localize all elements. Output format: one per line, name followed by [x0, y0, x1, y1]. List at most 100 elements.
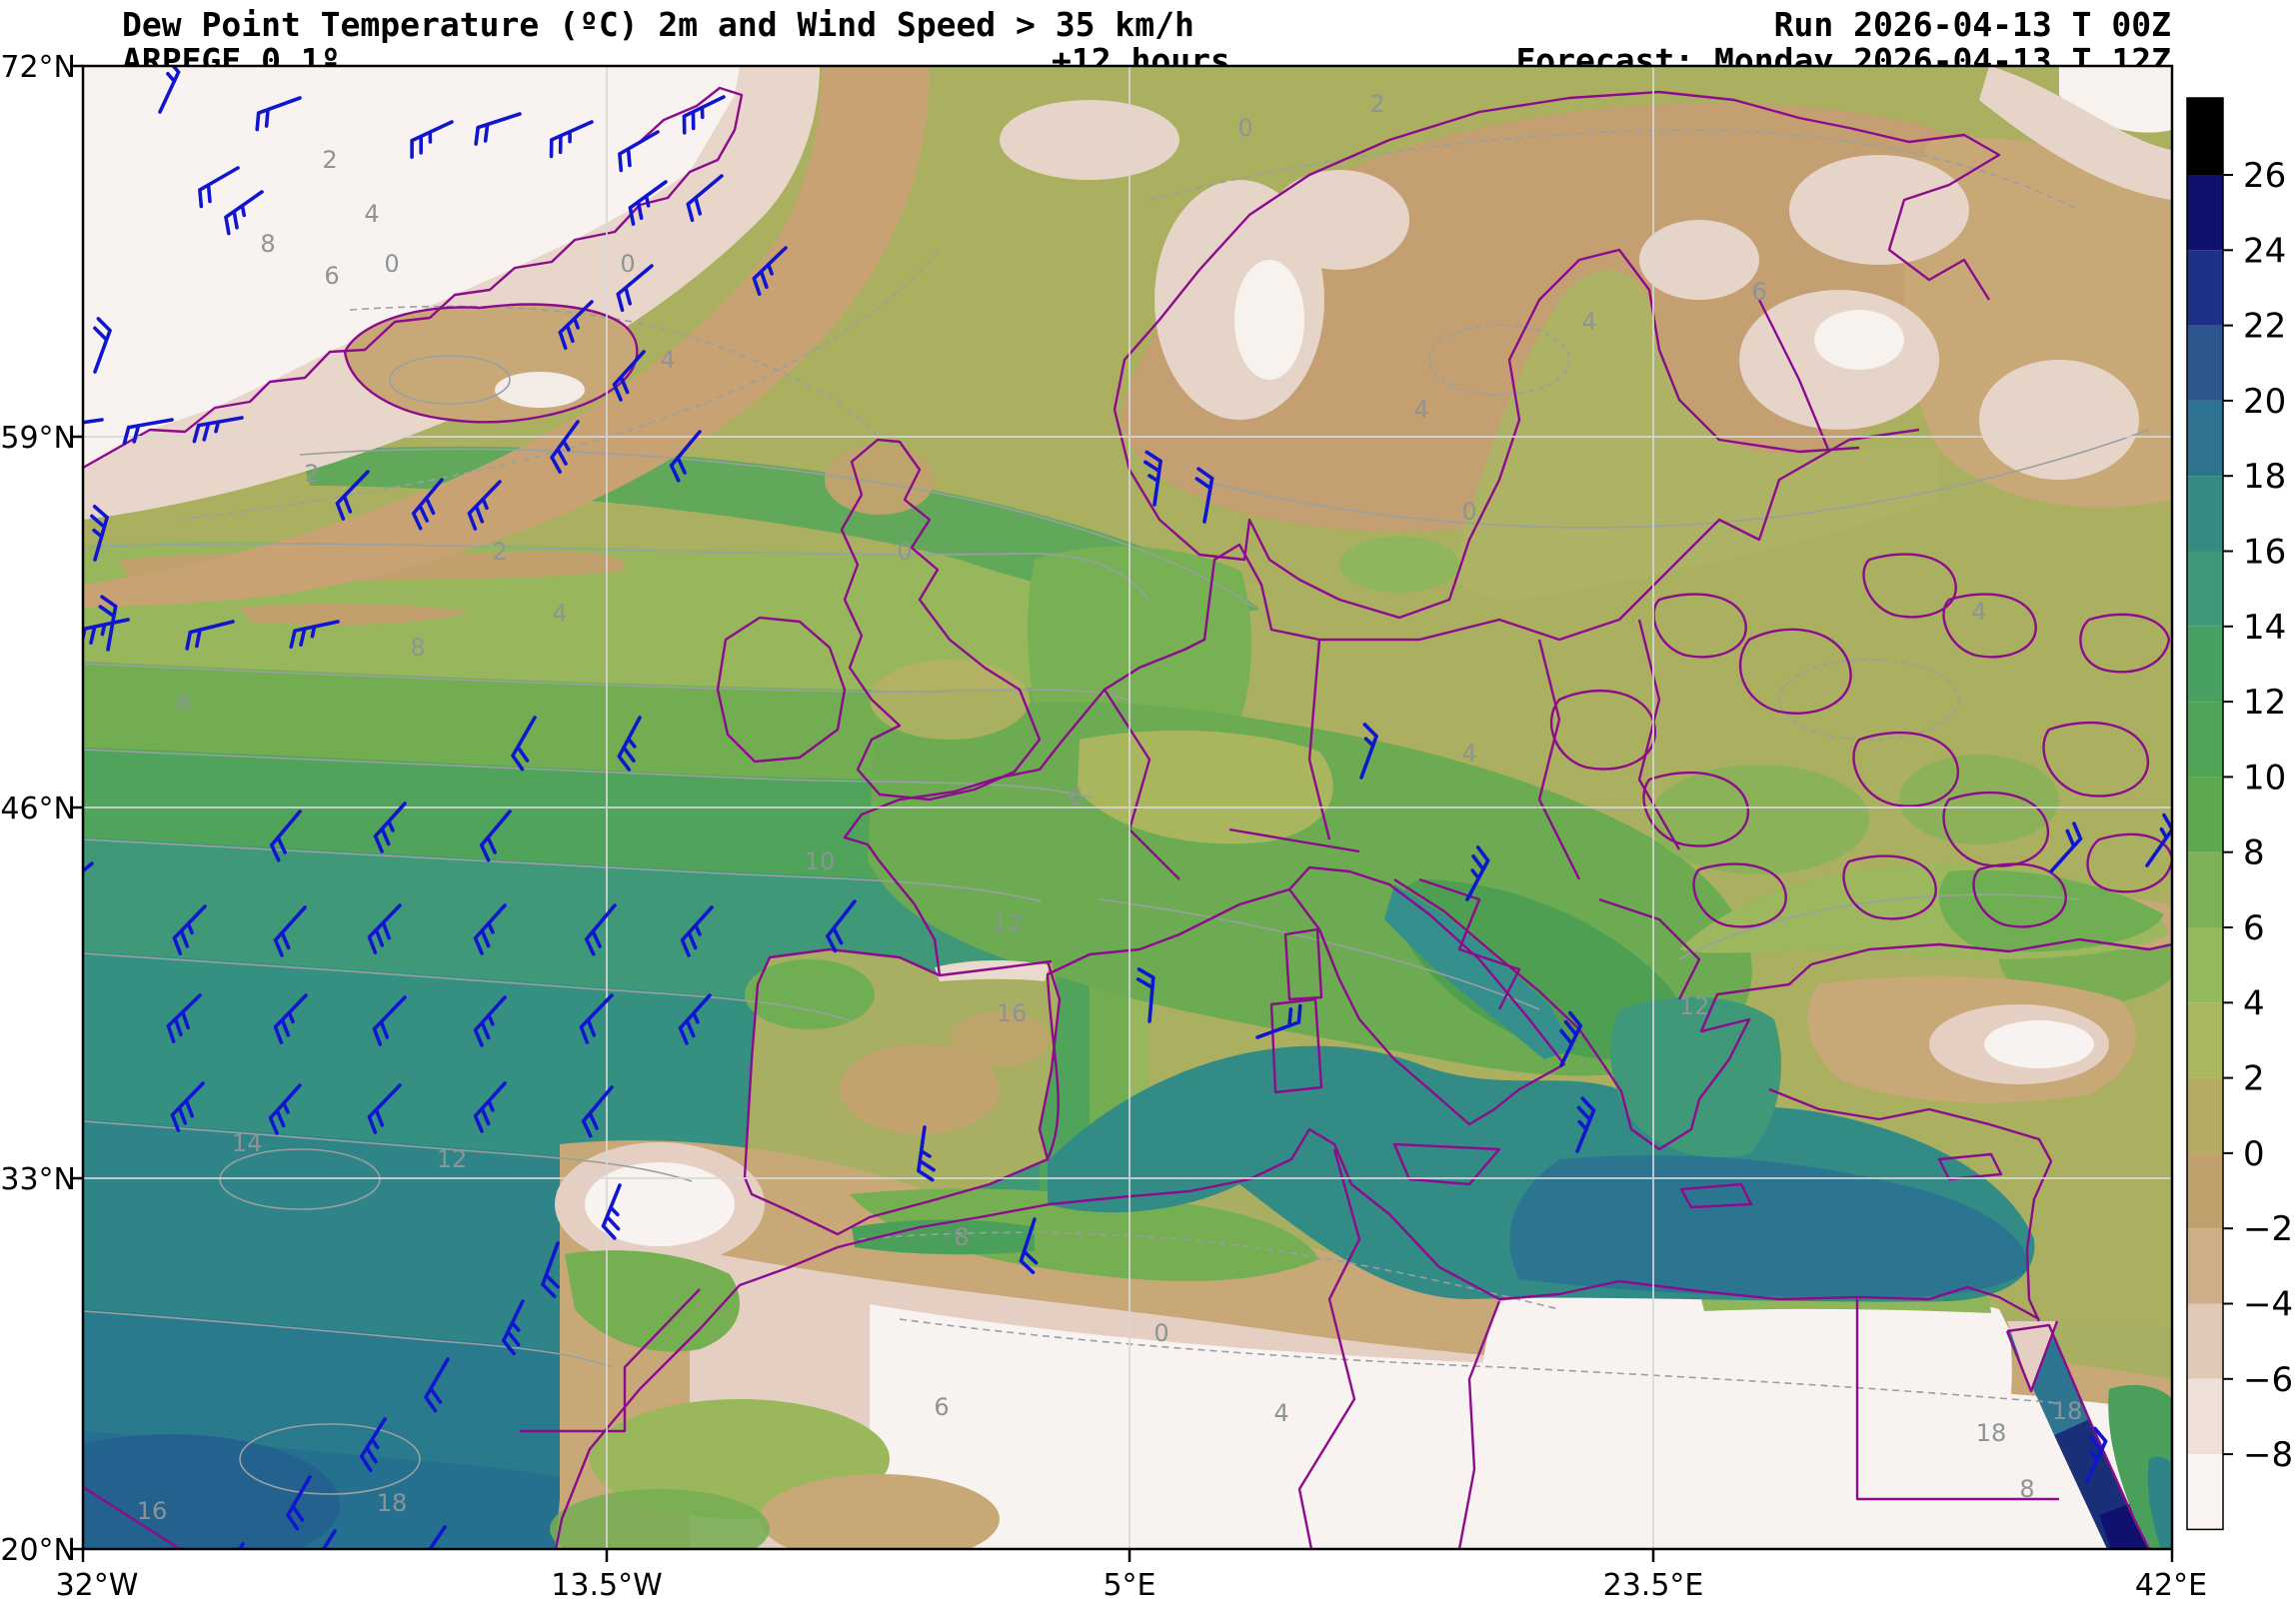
contour-label: 12 — [993, 909, 1024, 937]
axis-ticks — [70, 64, 2174, 1562]
wind-barb — [411, 478, 444, 531]
lon-tick-label: 23.5°E — [1603, 1568, 1704, 1603]
wind-barb — [219, 1542, 245, 1549]
contour-label: 16 — [997, 999, 1028, 1027]
contour-label: 6 — [1068, 784, 1083, 811]
colorbar-tick-label: 0 — [2243, 1134, 2265, 1174]
wind-barb — [289, 620, 340, 650]
wind-barb — [98, 595, 118, 652]
wind-barb — [367, 903, 402, 954]
colorbar-tick-label: 2 — [2243, 1059, 2265, 1099]
contour-label: 6 — [934, 1393, 949, 1421]
wind-barb — [269, 809, 302, 862]
wind-barb — [550, 420, 580, 474]
lon-tick-label: 13.5°W — [551, 1568, 662, 1603]
wind-barb — [170, 1081, 205, 1132]
colorbar-segment — [2187, 1228, 2223, 1304]
lat-tick-label: 72°N — [0, 50, 76, 85]
graticule — [83, 66, 2172, 1549]
contour-label: 4 — [1273, 1399, 1288, 1427]
colorbar-segment — [2187, 1303, 2223, 1379]
colorbar-outline — [2186, 97, 2224, 1531]
colorbar-segment — [2187, 626, 2223, 703]
colorbar-tick-label: −4 — [2243, 1285, 2293, 1325]
wind-barb — [612, 350, 646, 402]
lon-axis: 32°W 13.5°W 5°E 23.5°E 42°E — [56, 1568, 2207, 1603]
lat-tick-label: 20°N — [0, 1533, 76, 1568]
contour-label: 0 — [897, 538, 912, 566]
colorbar-segment — [2187, 250, 2223, 326]
wind-barb — [268, 1083, 302, 1135]
wind-barb — [1255, 1003, 1302, 1039]
wind-barb — [467, 480, 502, 531]
contour-label: 4 — [1971, 598, 1986, 626]
wind-barb — [158, 66, 181, 114]
contour-label: 0 — [384, 250, 399, 278]
colorbar-segment — [2187, 551, 2223, 627]
colorbar-segment — [2187, 1077, 2223, 1153]
wind-barb — [473, 1081, 507, 1133]
lat-tick-label: 46°N — [0, 792, 76, 826]
wind-barb — [1359, 723, 1378, 780]
wind-barb — [511, 716, 537, 772]
wind-barb — [917, 1125, 936, 1182]
wind-barb — [752, 246, 788, 297]
wind-barb — [273, 993, 308, 1044]
wind-barbs-layer — [83, 66, 2172, 1549]
wind-barb — [410, 120, 454, 159]
colorbar-tick-label: 24 — [2243, 231, 2286, 271]
wind-barb — [617, 716, 642, 772]
colorbar-segment — [2187, 325, 2223, 401]
colorbar-tick-label: 26 — [2243, 156, 2286, 196]
wind-barb — [1136, 967, 1155, 1023]
colorbar-tick-label: −8 — [2243, 1435, 2293, 1475]
wind-barb — [418, 1525, 447, 1549]
wind-barb — [669, 430, 702, 483]
wind-barb — [682, 95, 726, 135]
contour-label: 12 — [1679, 992, 1710, 1020]
wind-barb — [192, 416, 244, 444]
contour-label: 0 — [1237, 114, 1252, 142]
wind-barb — [628, 180, 668, 226]
colorbar-segment — [2187, 1002, 2223, 1078]
contour-label: 6 — [176, 690, 191, 718]
wind-barb — [273, 905, 307, 957]
lon-tick-label: 42°E — [2135, 1568, 2207, 1603]
contour-label: 0 — [1153, 1319, 1168, 1347]
contour-label: 2 — [1369, 90, 1384, 118]
colorbar-tick-label: 16 — [2243, 533, 2286, 573]
colorbar-segment — [2187, 1378, 2223, 1455]
colorbar-tick-label: 22 — [2243, 307, 2286, 347]
contour-label: 10 — [805, 847, 836, 875]
wind-barb — [584, 903, 617, 956]
wind-barb — [93, 317, 112, 374]
contour-label: 6 — [324, 262, 339, 290]
wind-barb — [166, 993, 202, 1044]
country-borders — [83, 86, 2172, 1549]
colorbar-segment — [2187, 476, 2223, 552]
wind-barb — [1465, 845, 1490, 901]
colorbar-tick-label: −2 — [2243, 1209, 2293, 1249]
wind-barb — [286, 1475, 312, 1531]
contour-label: 0 — [1461, 498, 1476, 526]
colorbar-tick-label: 4 — [2243, 983, 2265, 1023]
wind-barb — [367, 1083, 402, 1134]
wind-barb — [255, 96, 302, 132]
wind-barb — [373, 802, 407, 853]
wind-barb — [335, 470, 370, 521]
contour-label: 0 — [620, 250, 635, 278]
wind-barb — [2085, 1426, 2108, 1483]
contour-label: 4 — [1581, 308, 1596, 336]
contour-label: 12 — [437, 1145, 468, 1173]
colorbar-tick-label: 14 — [2243, 608, 2286, 648]
lat-axis: 72°N 59°N 46°N 33°N 20°N — [0, 50, 76, 1568]
wind-barb — [558, 300, 594, 351]
lat-tick-label: 59°N — [0, 421, 76, 456]
colorbar-tick-label: 6 — [2243, 908, 2265, 948]
colorbar-segment — [2187, 702, 2223, 778]
contour-label: 8 — [260, 230, 275, 258]
wind-barb — [1144, 450, 1162, 507]
